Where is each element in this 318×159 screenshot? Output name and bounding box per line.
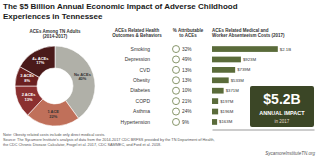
pie-slice (15, 86, 43, 115)
row-value: 24% (182, 109, 192, 114)
chart-svg: The $5 Billion Annual Economic Impact of… (0, 0, 318, 159)
slice-label: 1 ACE22% (47, 109, 59, 119)
row-label: Smoking (131, 46, 151, 52)
bar-label: $739M (237, 67, 251, 72)
callout-text: in 2017 (275, 119, 290, 124)
table-panel: ACEs Related HealthOutcomes & Behaviors%… (112, 28, 203, 125)
bar (212, 67, 235, 73)
callout-box (250, 86, 314, 127)
footnote: Note: Obesity related costs include only… (3, 133, 105, 137)
row-marker (173, 56, 180, 63)
callout-text-line: in 2017 (275, 119, 290, 124)
bar-title: ACEs Related Medical andWorker Absenteei… (212, 28, 285, 38)
title-line: Experiences in Tennessee (3, 12, 103, 21)
column-title-line: % Attributable (173, 28, 204, 33)
bar-label: $923M (243, 57, 257, 62)
bar-label: $533M (231, 78, 245, 83)
pie-title-line: ACEs Among TN Adults (30, 29, 81, 34)
slice-label: No ACEs40% (74, 72, 92, 82)
pie-slice (20, 46, 55, 77)
row-label: Depression (125, 56, 151, 62)
row-marker (173, 98, 180, 105)
title: The $5 Billion Annual Economic Impact of… (3, 2, 238, 21)
row-value: 13% (182, 68, 192, 73)
x-axis (213, 130, 315, 131)
title-line: The $5 Billion Annual Economic Impact of… (3, 2, 238, 11)
slice-label: 3 ACEs8% (20, 73, 35, 83)
callout-text: $5.2B (263, 91, 300, 107)
bar (212, 46, 278, 52)
slice-label-value: 17% (36, 60, 44, 65)
slice-label-value: 22% (49, 114, 57, 119)
row-value: 13% (182, 78, 192, 83)
slice-label: 4+ ACEs17% (32, 56, 49, 66)
website: SycamoreInstituteTN.org (265, 151, 315, 156)
bar (212, 109, 218, 115)
bar-title-line: Worker Absenteeism Costs (2017) (212, 33, 285, 38)
row-label: COPD (136, 98, 151, 104)
bar-label: $196M (220, 109, 234, 114)
row-marker (173, 87, 180, 94)
pie-panel: The $5 Billion Annual Economic Impact of… (3, 2, 315, 156)
row-value: 10% (182, 88, 192, 93)
footnote-line: Source: The Sycamore Institute's analysi… (3, 138, 215, 142)
pie-title: ACEs Among TN Adults(2014-2017) (30, 29, 81, 39)
column-title: ACEs Related HealthOutcomes & Behaviors (112, 28, 162, 38)
row-marker (173, 118, 180, 125)
website-line: SycamoreInstituteTN.org (265, 151, 315, 156)
bar (212, 77, 229, 83)
bar-label: $163M (219, 119, 233, 124)
bar (212, 119, 217, 125)
footnote-line: the CDC Chronic Disease Calculator, Frog… (3, 143, 161, 147)
row-value: 32% (182, 47, 192, 52)
callout-text-line: ANNUAL IMPACT (259, 110, 305, 116)
column-title-line: to ACEs (179, 33, 197, 38)
bar-label: $197M (220, 99, 234, 104)
row-label: Hypertension (121, 119, 151, 125)
slice-label-value: 13% (25, 97, 33, 102)
row-label: Diabetes (130, 87, 150, 93)
row-label: Asthma (133, 108, 150, 114)
bar-label: $371M (226, 88, 240, 93)
callout: $5.2B ANNUAL IMPACT in 2017 (250, 86, 314, 127)
column-title: % Attributableto ACEs (173, 28, 204, 38)
slice-label-value: 40% (78, 76, 86, 81)
pie-title-line: (2014-2017) (43, 34, 68, 39)
footnote: the CDC Chronic Disease Calculator, Frog… (3, 143, 161, 147)
footnote-line: Note: Obesity related costs include only… (3, 133, 105, 137)
bar (212, 98, 218, 104)
bar-label: $2.1B (280, 47, 291, 52)
callout-text: ANNUAL IMPACT (259, 110, 305, 116)
row-marker (173, 108, 180, 115)
slice-label: 2 ACEs13% (22, 92, 37, 102)
column-title-line: ACEs Related Health (115, 28, 160, 33)
bar-panel: ACEs Related Medical andWorker Absenteei… (212, 28, 315, 130)
row-label: Obesity (133, 77, 150, 83)
row-value: 9% (182, 120, 190, 125)
donut: No ACEs40% 1 ACE22% 2 ACEs13% 3 ACEs8% 4+ AC… (15, 46, 95, 126)
bar (212, 57, 241, 63)
callout-text-line: $5.2B (263, 91, 300, 107)
x-axis-line (213, 130, 315, 131)
row-label: CVD (139, 67, 150, 73)
row-marker (173, 77, 180, 84)
row-marker (173, 66, 180, 73)
row-value: 21% (182, 99, 192, 104)
slice-label-value: 8% (24, 78, 30, 83)
column-title-line: Outcomes & Behaviors (112, 33, 162, 38)
row-value: 49% (182, 57, 192, 62)
bar (212, 88, 224, 94)
footnote: Source: The Sycamore Institute's analysi… (3, 138, 215, 142)
bar-title-line: ACEs Related Medical and (212, 28, 269, 33)
row-marker (173, 46, 180, 53)
